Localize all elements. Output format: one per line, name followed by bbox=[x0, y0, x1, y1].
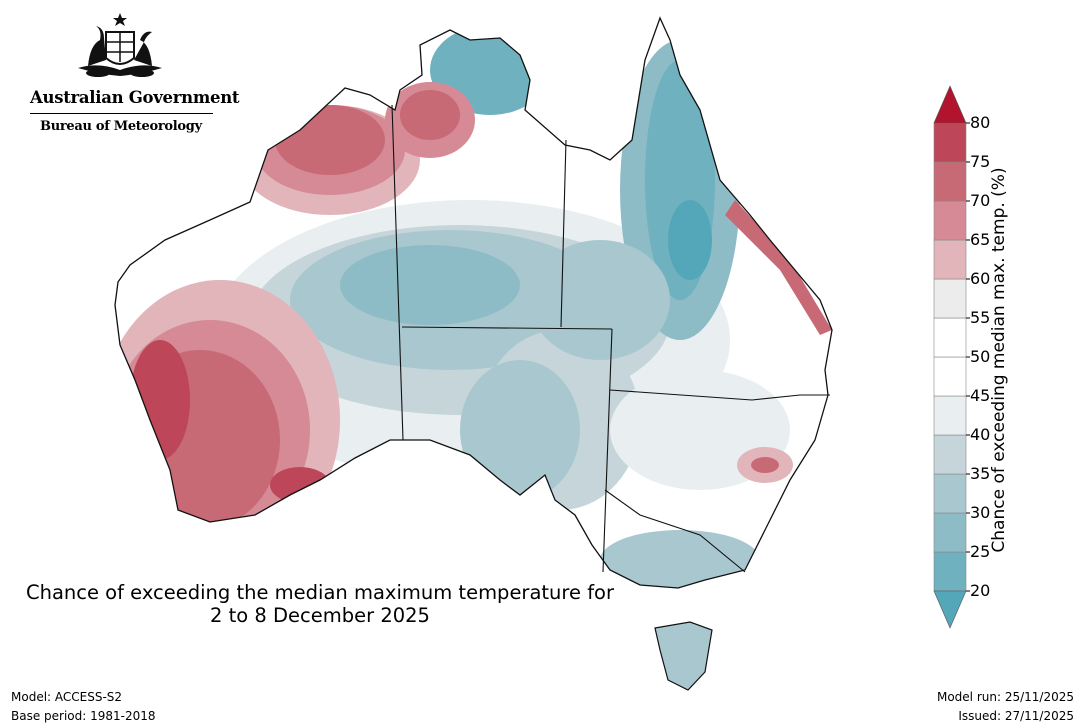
colorbar-segment bbox=[933, 551, 967, 592]
map-title-line1: Chance of exceeding the median maximum t… bbox=[25, 581, 615, 604]
colorbar-tick-label: 75 bbox=[970, 152, 991, 171]
map-title-line2: 2 to 8 December 2025 bbox=[210, 604, 430, 627]
state-borders bbox=[391, 104, 830, 573]
colorbar-segment bbox=[933, 278, 967, 319]
colorbar-low-arrow bbox=[933, 590, 967, 629]
model-label: Model: ACCESS-S2 bbox=[11, 690, 123, 704]
header-divider bbox=[30, 113, 213, 114]
model-run-label: Model run: 25/11/2025 bbox=[936, 690, 1074, 704]
tasmania bbox=[654, 621, 713, 691]
colorbar-tick-label: 60 bbox=[970, 269, 991, 288]
colorbar-segment bbox=[933, 512, 967, 553]
colorbar-legend bbox=[933, 85, 970, 629]
colorbar-segment bbox=[933, 434, 967, 475]
colorbar-segment bbox=[933, 473, 967, 514]
colorbar-segment bbox=[933, 395, 967, 436]
colorbar-tick-label: 30 bbox=[970, 503, 991, 522]
colorbar-segment bbox=[933, 317, 967, 358]
colorbar-tick-label: 50 bbox=[970, 347, 991, 366]
colorbar-segment bbox=[933, 200, 967, 241]
colorbar-tick-label: 45 bbox=[970, 386, 991, 405]
colorbar-segment bbox=[933, 239, 967, 280]
colorbar-tick-label: 40 bbox=[970, 425, 991, 444]
footer-right: Model run: 25/11/2025 Issued: 27/11/2025 bbox=[937, 688, 1074, 726]
bureau-name: Bureau of Meteorology bbox=[40, 119, 202, 134]
colorbar-segment bbox=[933, 122, 967, 163]
colorbar-segment bbox=[933, 161, 967, 202]
colorbar-segment bbox=[933, 356, 967, 397]
colorbar-tick-label: 65 bbox=[970, 230, 991, 249]
australia-probability-map bbox=[114, 16, 833, 691]
colorbar-tick-label: 20 bbox=[970, 581, 991, 600]
colorbar-tick-label: 25 bbox=[970, 542, 991, 561]
colorbar-high-arrow bbox=[933, 85, 967, 124]
colorbar-tick-label: 80 bbox=[970, 113, 991, 132]
colorbar-tick-label: 70 bbox=[970, 191, 991, 210]
base-period-label: Base period: 1981-2018 bbox=[11, 709, 156, 723]
colorbar-title: Chance of exceeding median max. temp. (%… bbox=[989, 167, 1009, 553]
colorbar-tick-label: 35 bbox=[970, 464, 991, 483]
issued-label: Issued: 27/11/2025 bbox=[958, 709, 1074, 723]
footer-left: Model: ACCESS-S2 Base period: 1981-2018 bbox=[11, 688, 156, 726]
map-title: Chance of exceeding the median maximum t… bbox=[0, 581, 640, 627]
coat-of-arms-logo bbox=[78, 13, 162, 77]
government-name: Australian Government bbox=[30, 88, 240, 107]
colorbar-tick-label: 55 bbox=[970, 308, 991, 327]
coastline bbox=[114, 16, 833, 589]
